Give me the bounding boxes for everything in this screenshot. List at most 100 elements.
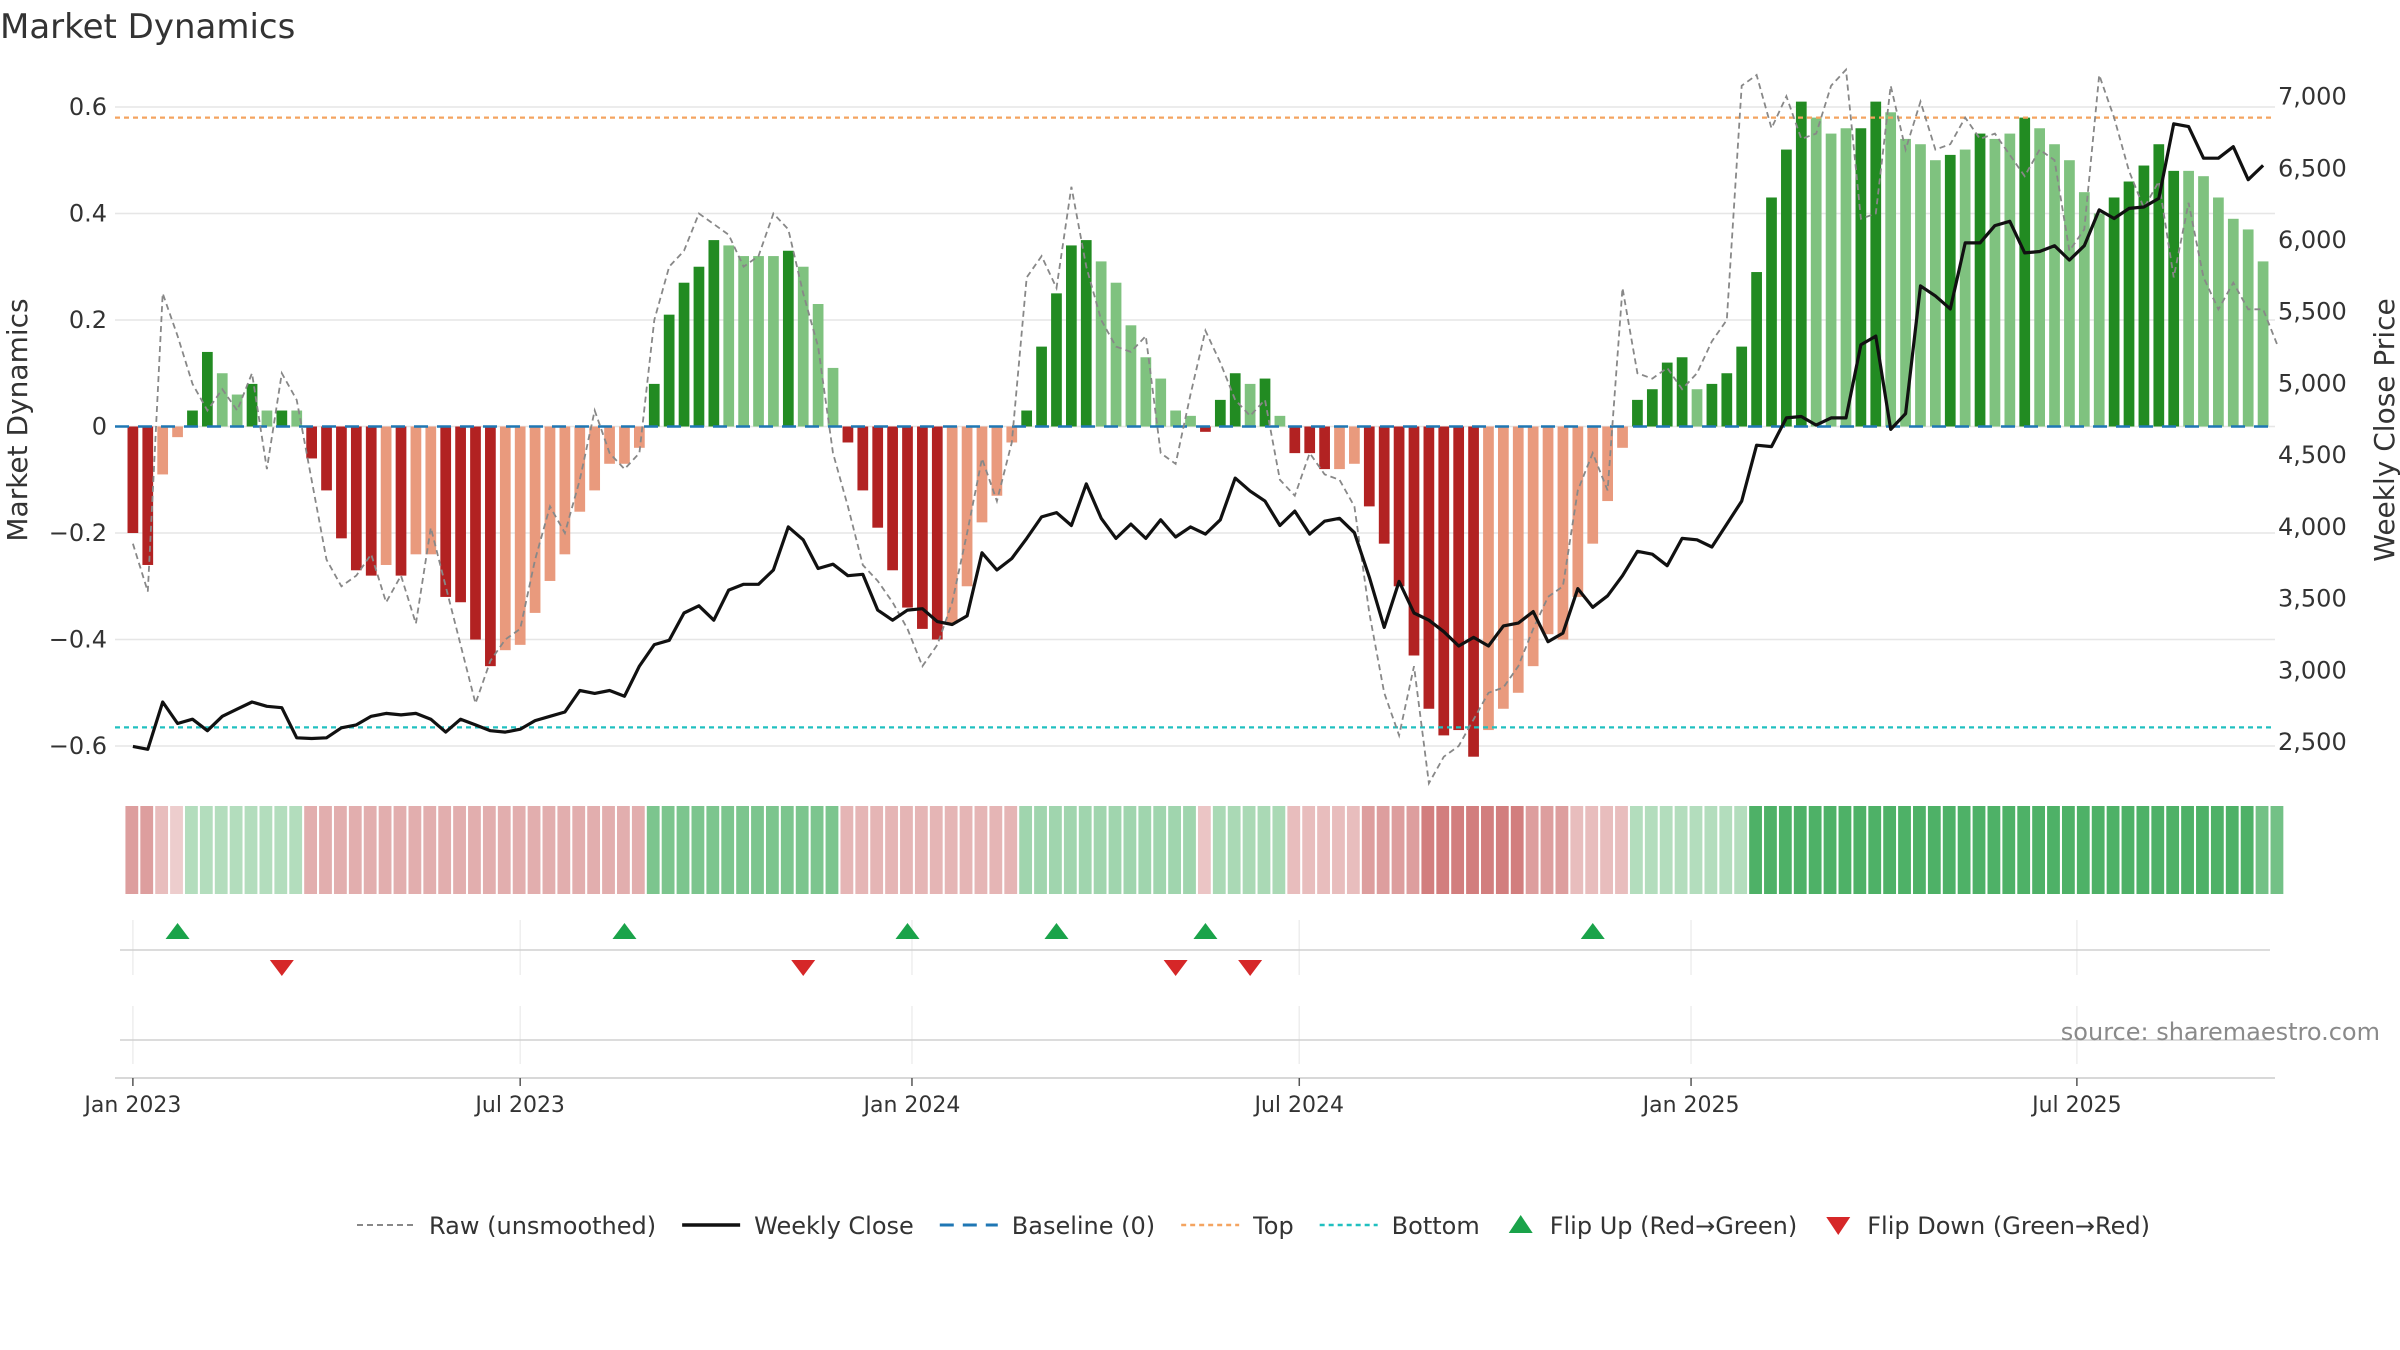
legend-item-bottom: Bottom <box>1319 1212 1480 1240</box>
regime-cell <box>706 806 720 894</box>
y2-tick-label: 6,500 <box>2278 154 2347 182</box>
regime-cell <box>2210 806 2224 894</box>
dynamics-bar <box>619 426 630 464</box>
dynamics-bar <box>499 426 511 651</box>
dynamics-bar <box>2183 170 2194 427</box>
regime-cell <box>1227 806 1241 894</box>
regime-cell <box>1421 806 1435 894</box>
regime-cell <box>333 806 347 894</box>
dynamics-bar <box>2049 144 2060 427</box>
y2-tick-label: 3,000 <box>2278 656 2347 684</box>
dynamics-bar <box>1587 426 1599 544</box>
regime-cell <box>1481 806 1494 894</box>
dynamics-bar <box>321 426 332 491</box>
weekly-close-line <box>132 122 2265 751</box>
y2-tick-label: 2,500 <box>2278 728 2347 756</box>
regime-cell <box>408 806 422 894</box>
regime-cell <box>989 806 1003 894</box>
regime-cell <box>1987 806 2001 894</box>
regime-cell <box>2225 806 2239 894</box>
dynamics-bar <box>2004 133 2016 427</box>
dynamics-bar <box>1900 138 1911 427</box>
dynamics-bar <box>1378 426 1390 544</box>
dynamics-bar <box>187 410 198 427</box>
regime-cell <box>557 806 571 894</box>
dynamics-bar <box>1244 383 1256 427</box>
dynamics-bar <box>276 410 288 427</box>
regime-cell <box>1808 806 1822 894</box>
regime-cell <box>1108 806 1122 894</box>
dynamics-bar <box>1319 426 1330 470</box>
dynamics-bar <box>723 245 735 427</box>
dynamics-bar <box>2213 197 2224 427</box>
regime-cell <box>1197 806 1211 894</box>
y-tick-label: 0.4 <box>69 199 107 227</box>
dynamics-bar <box>1632 399 1643 427</box>
regime-cell <box>2017 806 2031 894</box>
dynamics-bar <box>2108 197 2120 427</box>
regime-cell <box>1868 806 1882 894</box>
dynamics-bar <box>1200 426 1211 432</box>
dynamics-bar <box>663 314 675 427</box>
regime-cell <box>1212 806 1226 894</box>
weekly-close-series <box>132 122 2265 751</box>
dynamics-bar <box>216 373 228 427</box>
dynamics-bar <box>648 383 660 427</box>
y-tick-label: 0.2 <box>69 306 107 334</box>
legend-label: Raw (unsmoothed) <box>429 1212 656 1240</box>
dynamics-bar <box>2123 181 2135 427</box>
regime-cell <box>2240 806 2254 894</box>
raw-unsmoothed-line <box>132 67 2279 787</box>
dynamics-bar <box>1468 426 1479 757</box>
dynamics-bar <box>1840 128 1852 427</box>
legend-label: Weekly Close <box>754 1212 914 1240</box>
dynamics-bar <box>708 240 720 427</box>
regime-cell <box>602 806 615 894</box>
dynamics-bar <box>2153 144 2165 427</box>
x-tick-label: Jul 2024 <box>1253 1093 1345 1118</box>
dynamics-bar <box>2064 160 2075 427</box>
chart-title: Market Dynamics <box>0 7 295 47</box>
regime-cell <box>423 806 437 894</box>
regime-cell <box>974 806 988 894</box>
regime-cell <box>468 806 481 894</box>
regime-cell <box>646 806 660 894</box>
dynamics-bar <box>1825 133 1837 427</box>
dynamics-bar <box>2078 192 2090 427</box>
regime-cell <box>378 806 392 894</box>
regime-cell <box>1302 806 1316 894</box>
source-note: source: sharemaestro.com <box>2061 1018 2380 1046</box>
dynamics-bar <box>1483 426 1494 731</box>
dynamics-bar <box>1110 282 1122 427</box>
regime-cell <box>140 806 154 894</box>
dynamics-bar <box>678 282 690 427</box>
dynamics-bar <box>753 256 764 427</box>
x-tick-label: Jan 2024 <box>862 1093 961 1118</box>
regime-cell <box>870 806 884 894</box>
dynamics-bar <box>514 426 526 645</box>
regime-cell <box>1644 806 1658 894</box>
dynamics-bar <box>1497 426 1509 709</box>
regime-cell <box>1063 806 1077 894</box>
flip-up-marker <box>612 923 637 939</box>
regime-cell <box>929 806 943 894</box>
regime-cell <box>885 806 898 894</box>
dynamics-bar <box>1080 240 1092 427</box>
dynamics-bar <box>306 426 317 459</box>
dynamics-bar <box>142 426 154 565</box>
regime-cell <box>527 806 541 894</box>
flip-up-marker <box>895 923 920 939</box>
dynamics-bar <box>410 426 422 555</box>
dynamics-bar <box>961 426 973 587</box>
regime-cell <box>1153 806 1167 894</box>
legend-item-raw: Raw (unsmoothed) <box>357 1212 656 1240</box>
flip-down-marker <box>1238 960 1263 976</box>
dynamics-bar <box>2093 213 2105 427</box>
legend-label: Flip Up (Red→Green) <box>1550 1212 1798 1240</box>
regime-cell <box>1615 806 1628 894</box>
regime-cell <box>1838 806 1852 894</box>
dynamics-bar <box>902 426 913 608</box>
dynamics-bar <box>1795 101 1807 427</box>
dynamics-bar <box>1810 117 1822 427</box>
flip-up-marker <box>1580 923 1605 939</box>
